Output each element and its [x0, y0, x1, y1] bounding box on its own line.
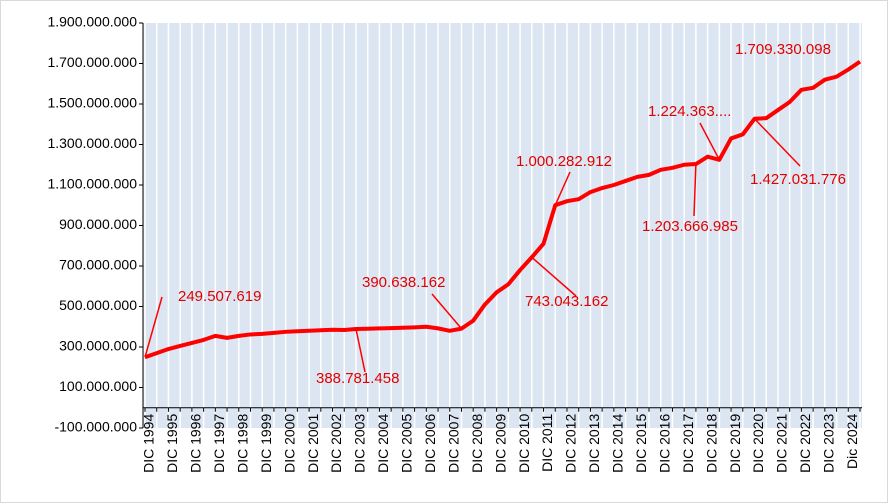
x-tick-label: DIC 2002	[328, 414, 344, 473]
leader-line	[554, 171, 571, 206]
x-tick-label: DIC 2016	[656, 414, 672, 473]
x-tick-label: DIC 2010	[516, 414, 532, 473]
data-label: 1.000.282.912	[516, 153, 612, 170]
y-tick-label: 1.100.000.000	[47, 176, 137, 192]
x-tick-label: DIC 2008	[469, 414, 485, 473]
x-tick-label: DIC 1997	[211, 414, 227, 473]
x-tick-label: DIC 2000	[281, 414, 297, 473]
data-label: 1.203.666.985	[642, 218, 738, 235]
x-tick-label: DIC 2011	[539, 414, 555, 472]
x-tick-label: DIC 2014	[610, 414, 626, 473]
data-label: 249.507.619	[178, 288, 261, 305]
x-tick-label: Dic 2024	[844, 414, 860, 469]
x-tick-label: DIC 2007	[445, 414, 461, 473]
leader-line	[753, 118, 801, 167]
y-tick-label: 700.000.000	[59, 257, 137, 273]
x-tick-label: DIC 2021	[774, 414, 790, 473]
data-line	[144, 59, 862, 360]
leader-line	[699, 122, 721, 161]
x-tick-label: DIC 1998	[234, 414, 250, 473]
x-tick-label: DIC 2019	[727, 414, 743, 473]
x-tick-label: DIC 2018	[703, 414, 719, 473]
x-tick-label: DIC 2004	[375, 414, 391, 473]
x-tick-label: DIC 2023	[821, 414, 837, 473]
data-label: 1.709.330.098	[735, 41, 831, 58]
x-tick-label: DIC 1999	[258, 414, 274, 473]
data-label: 390.638.162	[362, 274, 445, 291]
y-tick-label: 900.000.000	[59, 216, 137, 232]
x-tick-label: DIC 2006	[422, 414, 438, 473]
data-label: 388.781.458	[316, 370, 399, 387]
y-tick-label: 100.000.000	[59, 378, 137, 394]
x-tick-label: DIC 2020	[750, 414, 766, 473]
y-tick-label: -100.000.000	[54, 419, 137, 435]
leader-line	[531, 256, 577, 297]
x-tick-label: DIC 1994	[141, 414, 157, 473]
y-tick-label: 1.700.000.000	[47, 54, 137, 70]
x-tick-label: DIC 2005	[399, 414, 415, 473]
data-label: 743.043.162	[525, 293, 608, 310]
x-tick-label: DIC 2001	[305, 414, 321, 473]
x-tick-label: DIC 2013	[586, 414, 602, 473]
y-tick-label: 500.000.000	[59, 297, 137, 313]
x-tick-label: DIC 2022	[797, 414, 813, 473]
x-tick-label: DIC 2012	[563, 414, 579, 473]
data-label: 1.224.363....	[648, 103, 731, 120]
leader-line	[144, 296, 163, 358]
leader-line	[355, 328, 366, 373]
y-tick-label: 1.900.000.000	[47, 14, 137, 30]
y-tick-label: 300.000.000	[59, 338, 137, 354]
x-tick-label: DIC 2015	[633, 414, 649, 473]
x-tick-label: DIC 1995	[164, 414, 180, 473]
leader-line	[431, 293, 463, 330]
y-tick-label: 1.300.000.000	[47, 135, 137, 151]
x-tick-label: DIC 1996	[188, 414, 204, 473]
data-label: 1.427.031.776	[750, 171, 846, 188]
x-tick-label: DIC 2003	[352, 414, 368, 473]
x-tick-label: DIC 2017	[680, 414, 696, 473]
leader-line	[693, 163, 697, 217]
y-tick-label: 1.500.000.000	[47, 95, 137, 111]
x-tick-label: DIC 2009	[492, 414, 508, 473]
